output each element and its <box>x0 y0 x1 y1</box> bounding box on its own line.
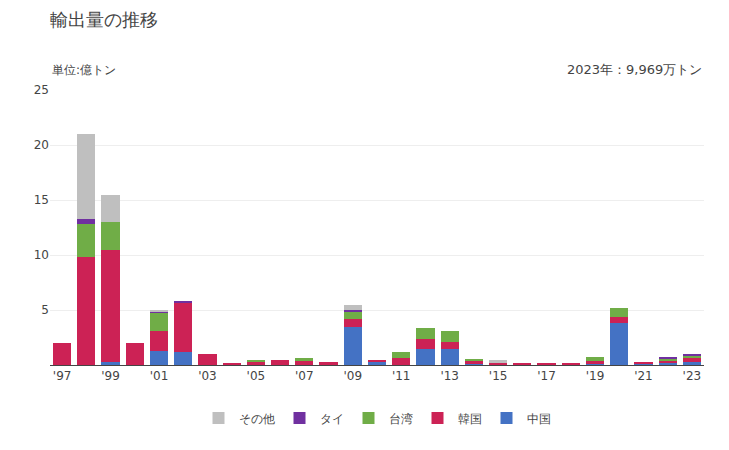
svg-text:'15: '15 <box>489 369 508 383</box>
svg-text:'01: '01 <box>150 369 169 383</box>
svg-text:'09: '09 <box>343 369 362 383</box>
svg-text:タイ: タイ <box>320 412 344 426</box>
svg-text:2023年：9,969万トン: 2023年：9,969万トン <box>567 62 702 77</box>
svg-text:5: 5 <box>41 303 49 317</box>
svg-text:'97: '97 <box>53 369 72 383</box>
svg-text:'07: '07 <box>295 369 314 383</box>
svg-text:25: 25 <box>34 83 49 97</box>
svg-text:'99: '99 <box>101 369 120 383</box>
svg-text:'21: '21 <box>634 369 653 383</box>
svg-text:20: 20 <box>34 138 49 152</box>
svg-text:'13: '13 <box>440 369 459 383</box>
svg-text:'19: '19 <box>586 369 605 383</box>
svg-text:'05: '05 <box>247 369 266 383</box>
svg-text:10: 10 <box>34 248 49 262</box>
svg-text:単位:億トン: 単位:億トン <box>52 63 116 77</box>
svg-text:輸出量の推移: 輸出量の推移 <box>50 9 158 30</box>
svg-text:'17: '17 <box>537 369 556 383</box>
svg-text:15: 15 <box>34 193 49 207</box>
svg-text:中国: 中国 <box>527 412 551 426</box>
svg-text:'11: '11 <box>392 369 411 383</box>
svg-text:'23: '23 <box>683 369 702 383</box>
svg-text:その他: その他 <box>239 412 275 426</box>
svg-text:'03: '03 <box>198 369 217 383</box>
svg-text:韓国: 韓国 <box>458 412 482 426</box>
svg-text:台湾: 台湾 <box>389 412 413 426</box>
